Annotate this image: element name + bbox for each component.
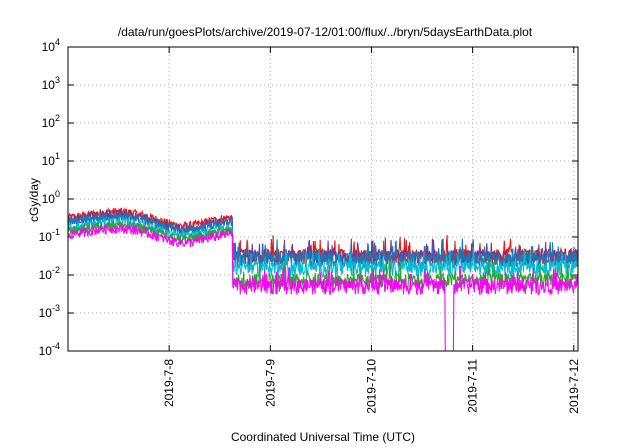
chart-title: /data/run/goesPlots/archive/2019-07-12/0… [118,25,533,39]
y-axis-label: cGy/day [27,178,41,222]
y-tick-label: 102 [42,113,60,130]
x-tick-label: 2019-7-10 [364,359,378,414]
series-line [68,216,578,279]
x-axis-label: Coordinated Universal Time (UTC) [231,430,415,444]
x-tick-label: 2019-7-9 [263,359,277,407]
y-tick-label: 10-4 [39,341,60,358]
series-group [68,206,578,351]
y-tick-label: 104 [42,37,60,54]
plot-area: 10-4 10-3 10-2 10-1 100 101 102 103 104 2019-7-8 2… [39,37,581,414]
y-tick-label: 103 [42,75,60,92]
y-tick-label: 101 [42,151,60,168]
y-tick-label: 100 [42,189,60,206]
series-line [68,211,578,269]
x-tick-label: 2019-7-11 [466,359,480,413]
y-tick-label: 10-3 [39,303,60,320]
y-tick-label: 10-2 [39,265,60,282]
y-tick-label: 10-1 [39,227,60,244]
series-line [68,224,578,351]
x-tick-label: 2019-7-8 [162,359,176,407]
plot-frame [67,46,579,352]
x-tick-label: 2019-7-12 [567,359,581,414]
